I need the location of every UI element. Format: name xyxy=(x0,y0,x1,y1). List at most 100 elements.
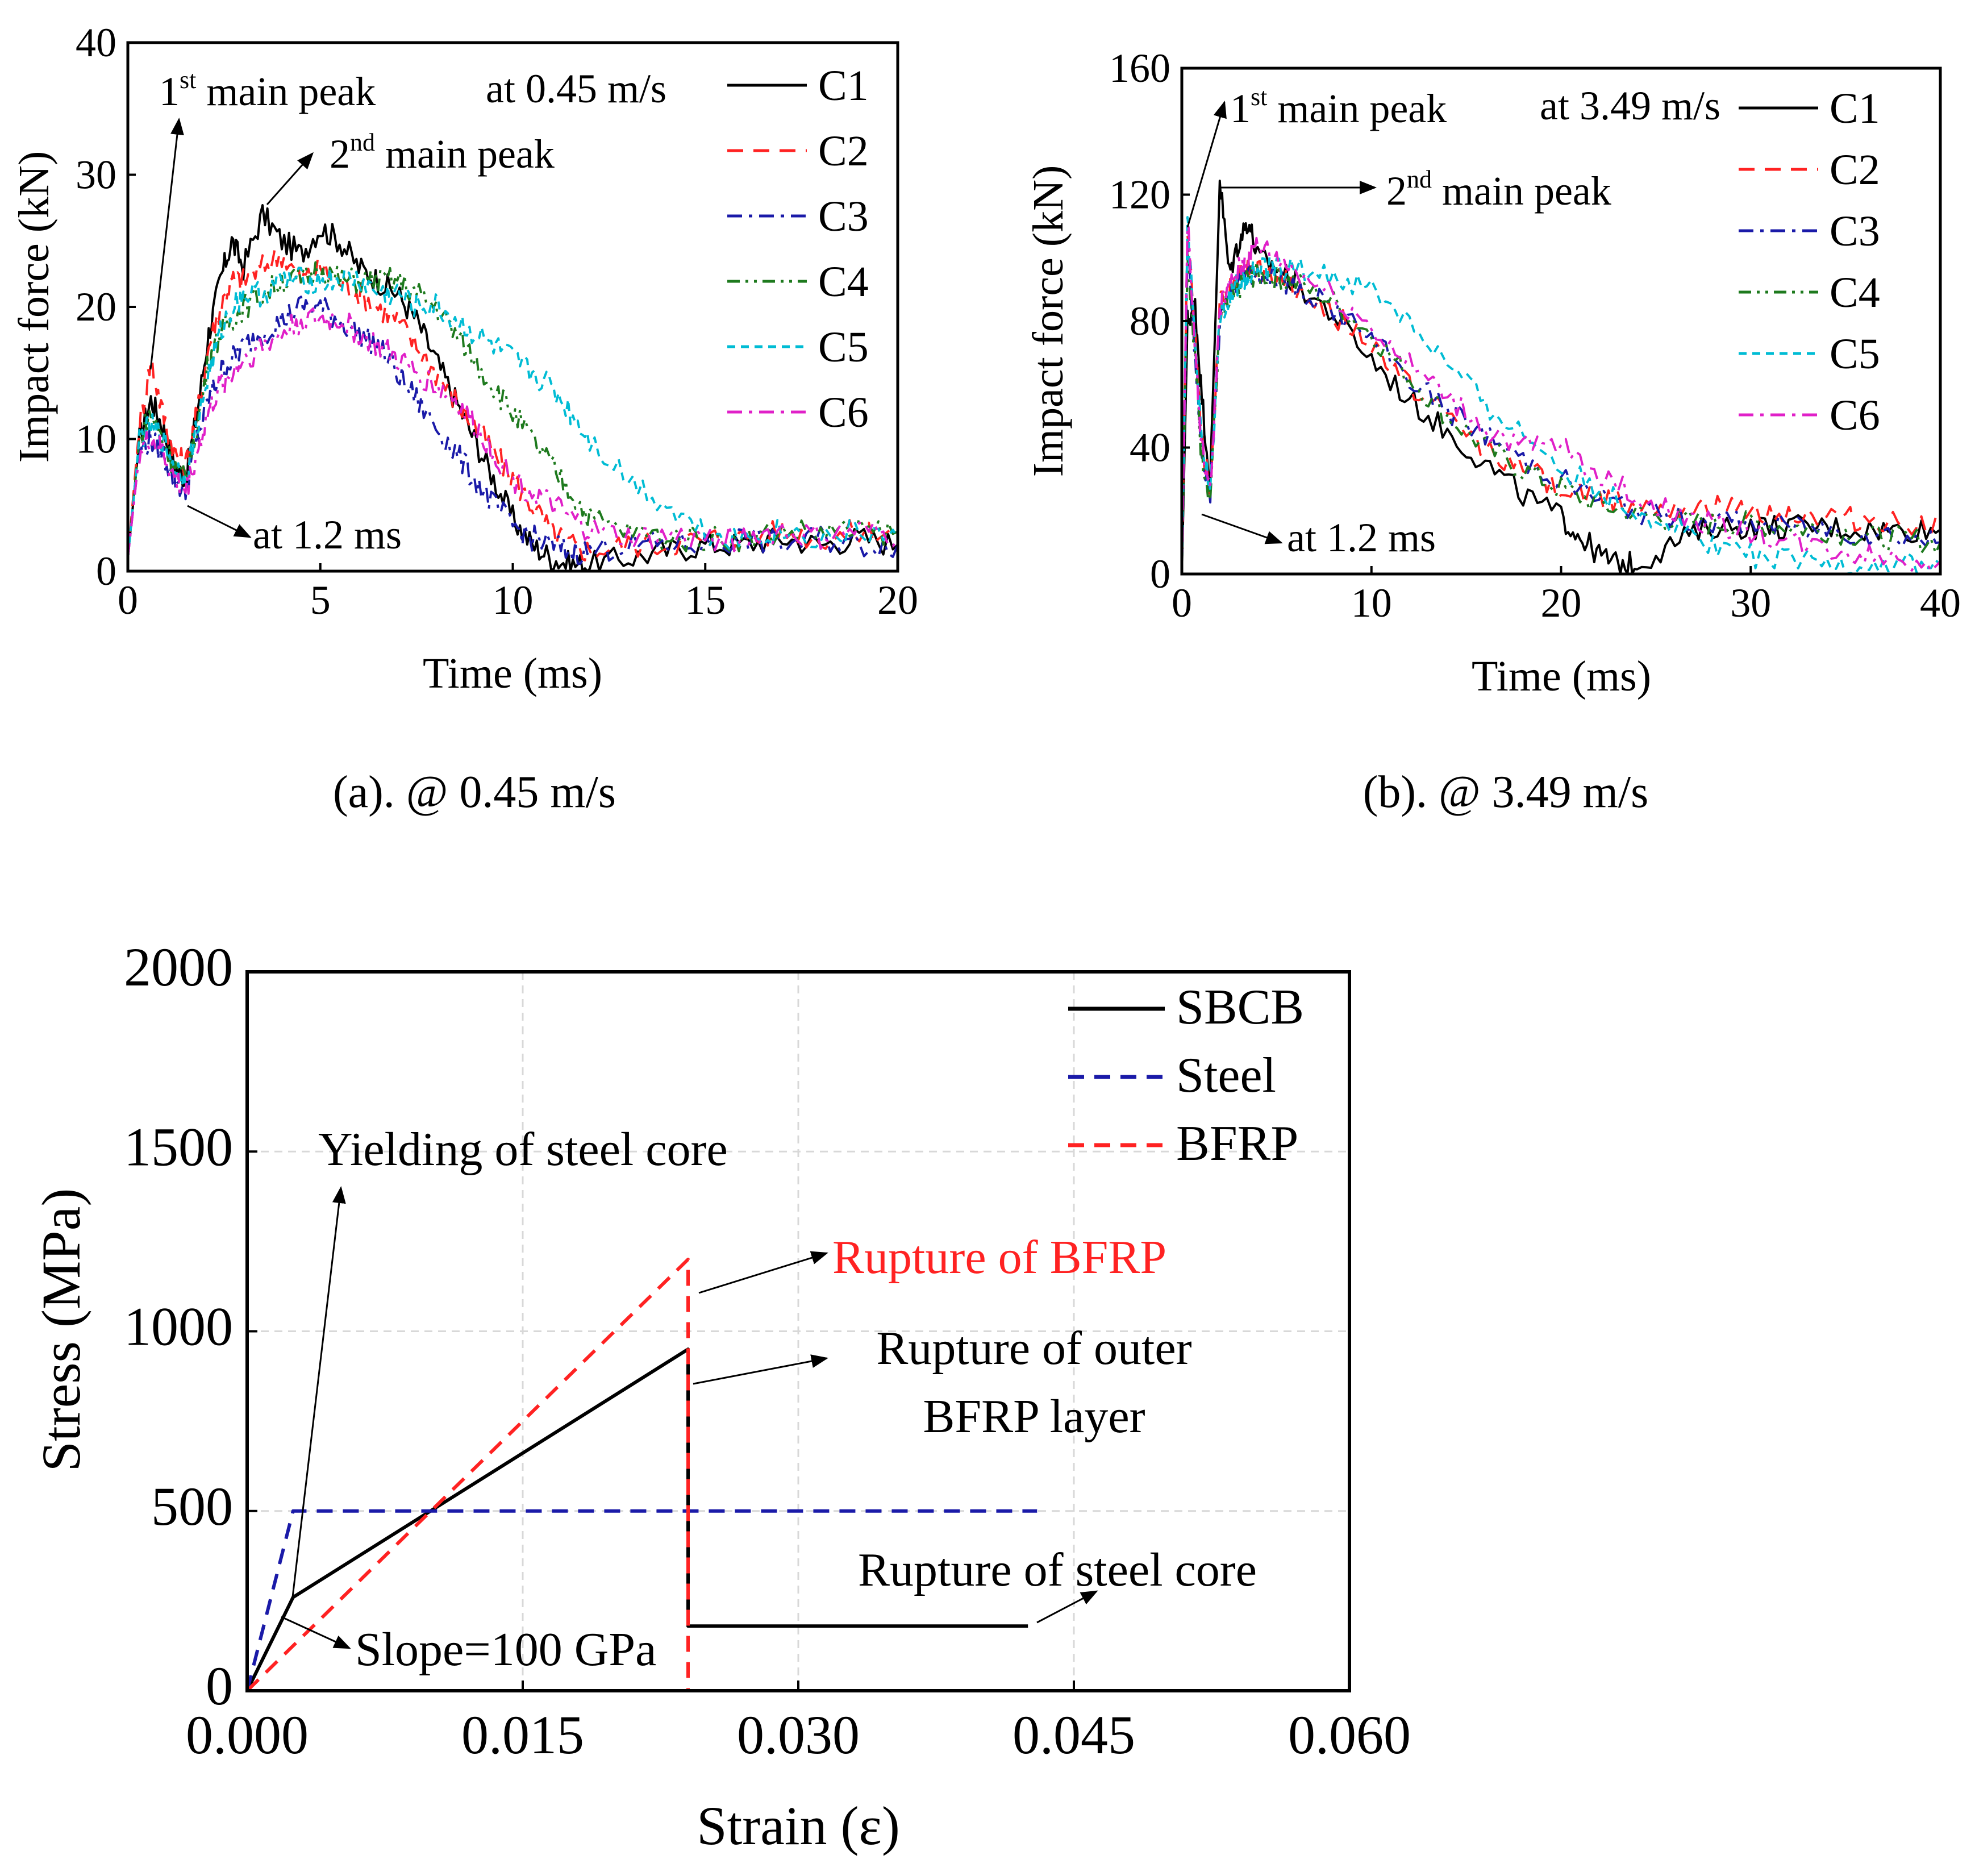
b-annot-peak1: 1st main peak xyxy=(1230,83,1447,131)
a-annot-peak2-rest: main peak xyxy=(375,131,555,177)
c-ytick-label: 2000 xyxy=(124,937,233,997)
a-ylabel: Impact force (kN) xyxy=(10,151,58,463)
a-series-c4 xyxy=(127,261,898,558)
b-plot-frame xyxy=(1180,66,1942,576)
a-xtick-label: 10 xyxy=(493,577,534,623)
a-annot-peak1-base: 1 xyxy=(159,69,180,114)
a-xtick-label: 5 xyxy=(310,577,331,623)
b-ytick-label: 120 xyxy=(1109,172,1170,218)
b-legend-label-c5: C5 xyxy=(1830,330,1880,378)
a-series-c1 xyxy=(127,204,899,572)
b-annot-speed: at 3.49 m/s xyxy=(1540,83,1720,128)
b-annot-peak1-rest: main peak xyxy=(1267,86,1447,131)
c-series-group xyxy=(245,1258,1038,1692)
a-annot-at-time: at 1.2 ms xyxy=(253,512,402,558)
b-annot-peak2-sup: nd xyxy=(1407,165,1432,193)
a-legend-label-c1: C1 xyxy=(818,62,869,110)
b-ytick-label: 160 xyxy=(1109,45,1170,91)
b-ytick-label: 40 xyxy=(1130,425,1170,471)
b-xtick-label: 40 xyxy=(1920,580,1961,626)
a-series-c3 xyxy=(127,296,899,565)
a-legend-label-c6: C6 xyxy=(818,389,869,436)
panel-a: 0 5 10 15 20 0 10 20 30 40 Time (ms) Impact force… xyxy=(10,20,918,817)
c-annot-slope: Slope=100 GPa xyxy=(355,1623,656,1676)
a-series-group xyxy=(127,204,899,572)
b-legend: C1 C2 C3 C4 C5 C6 xyxy=(1739,85,1880,439)
b-ytick-label: 0 xyxy=(1150,551,1170,597)
c-arrow-slope xyxy=(281,1616,351,1649)
a-arrow-peak1 xyxy=(149,118,184,370)
c-xtick-label: 0.015 xyxy=(461,1704,584,1765)
a-arrow-peak2 xyxy=(266,152,314,205)
c-annot-rupture-outer-1: Rupture of outer xyxy=(876,1322,1191,1375)
c-xtick-label: 0.045 xyxy=(1013,1704,1135,1765)
a-xtick-label: 15 xyxy=(685,577,726,623)
c-legend: SBCB Steel BFRP xyxy=(1068,980,1304,1171)
a-legend-label-c2: C2 xyxy=(818,127,869,175)
c-xtick-label: 0.000 xyxy=(186,1704,309,1765)
c-ticks: 0.000 0.015 0.030 0.045 0.060 0 500 1000 1500 200… xyxy=(124,937,1411,1765)
a-legend-label-c5: C5 xyxy=(818,323,869,371)
b-annot-peak1-sup: st xyxy=(1251,83,1267,111)
b-series-c3 xyxy=(1181,243,1941,575)
b-xtick-label: 20 xyxy=(1541,580,1582,626)
b-legend-label-c6: C6 xyxy=(1830,392,1880,439)
c-xtick-label: 0.030 xyxy=(737,1704,860,1765)
c-arrow-rupture-outer xyxy=(693,1354,828,1385)
b-annot-peak2-base: 2 xyxy=(1386,168,1407,214)
c-ytick-label: 0 xyxy=(206,1655,233,1716)
b-annot-peak2: 2nd main peak xyxy=(1386,165,1611,214)
a-xtick-label: 0 xyxy=(118,577,138,623)
b-xtick-label: 10 xyxy=(1351,580,1392,626)
b-arrow-peak1 xyxy=(1186,101,1227,228)
c-annot-rupture-bfrp: Rupture of BFRP xyxy=(832,1231,1166,1284)
b-series-group xyxy=(1181,180,1941,575)
a-ytick-label: 0 xyxy=(96,548,116,594)
panel-c: 0.000 0.015 0.030 0.045 0.060 0 500 1000 1500 200… xyxy=(31,937,1411,1856)
b-legend-label-c3: C3 xyxy=(1830,207,1880,255)
a-ytick-label: 20 xyxy=(76,284,116,330)
b-annot-peak2-rest: main peak xyxy=(1432,168,1611,214)
a-annot-peak2-base: 2 xyxy=(330,131,350,177)
b-legend-label-c4: C4 xyxy=(1830,269,1880,317)
c-ylabel: Stress (MPa) xyxy=(31,1188,91,1472)
b-xlabel: Time (ms) xyxy=(1472,652,1651,700)
a-annot-peak1-sup: st xyxy=(180,66,196,94)
a-ytick-label: 10 xyxy=(76,417,116,462)
a-series-c6 xyxy=(127,307,899,559)
a-annot-peak1-rest: main peak xyxy=(196,69,376,114)
a-ticks: 0 5 10 15 20 0 10 20 30 40 xyxy=(76,20,918,623)
c-xtick-label: 0.060 xyxy=(1288,1704,1411,1765)
c-annot-yield: Yielding of steel core xyxy=(318,1123,728,1176)
a-arrow-at-time xyxy=(187,505,252,538)
a-caption: (a). @ 0.45 m/s xyxy=(333,767,616,817)
b-series-c6 xyxy=(1181,224,1941,575)
c-legend-label-bfrp: BFRP xyxy=(1176,1116,1298,1171)
c-ytick-label: 1000 xyxy=(124,1296,233,1357)
c-series-bfrp xyxy=(245,1258,690,1692)
b-caption: (b). @ 3.49 m/s xyxy=(1363,767,1649,817)
b-series-c2 xyxy=(1181,234,1941,575)
c-arrow-rupture-bfrp xyxy=(698,1251,828,1294)
c-ytick-label: 1500 xyxy=(124,1116,233,1177)
b-ytick-label: 80 xyxy=(1130,298,1170,344)
b-annot-at-time: at 1.2 ms xyxy=(1287,515,1436,560)
c-xlabel: Strain (ε) xyxy=(697,1795,900,1856)
c-legend-label-sbcb: SBCB xyxy=(1176,980,1304,1035)
b-arrow-at-time xyxy=(1201,513,1283,544)
c-series-steel xyxy=(245,1509,1038,1691)
b-series-c1 xyxy=(1181,180,1941,575)
a-legend-label-c4: C4 xyxy=(818,258,869,306)
c-legend-label-steel: Steel xyxy=(1176,1048,1276,1103)
a-series-c5 xyxy=(127,267,899,558)
a-plot-frame xyxy=(126,41,899,573)
a-annot-peak1: 1st main peak xyxy=(159,66,376,114)
c-arrow-rupture-steel xyxy=(1036,1590,1098,1624)
a-ytick-label: 40 xyxy=(76,20,116,65)
b-annot-peak1-base: 1 xyxy=(1230,86,1251,131)
b-xtick-label: 30 xyxy=(1730,580,1771,626)
c-annot-rupture-steel: Rupture of steel core xyxy=(858,1544,1257,1596)
a-annot-peak2-sup: nd xyxy=(350,128,375,156)
b-xtick-label: 0 xyxy=(1172,580,1192,626)
